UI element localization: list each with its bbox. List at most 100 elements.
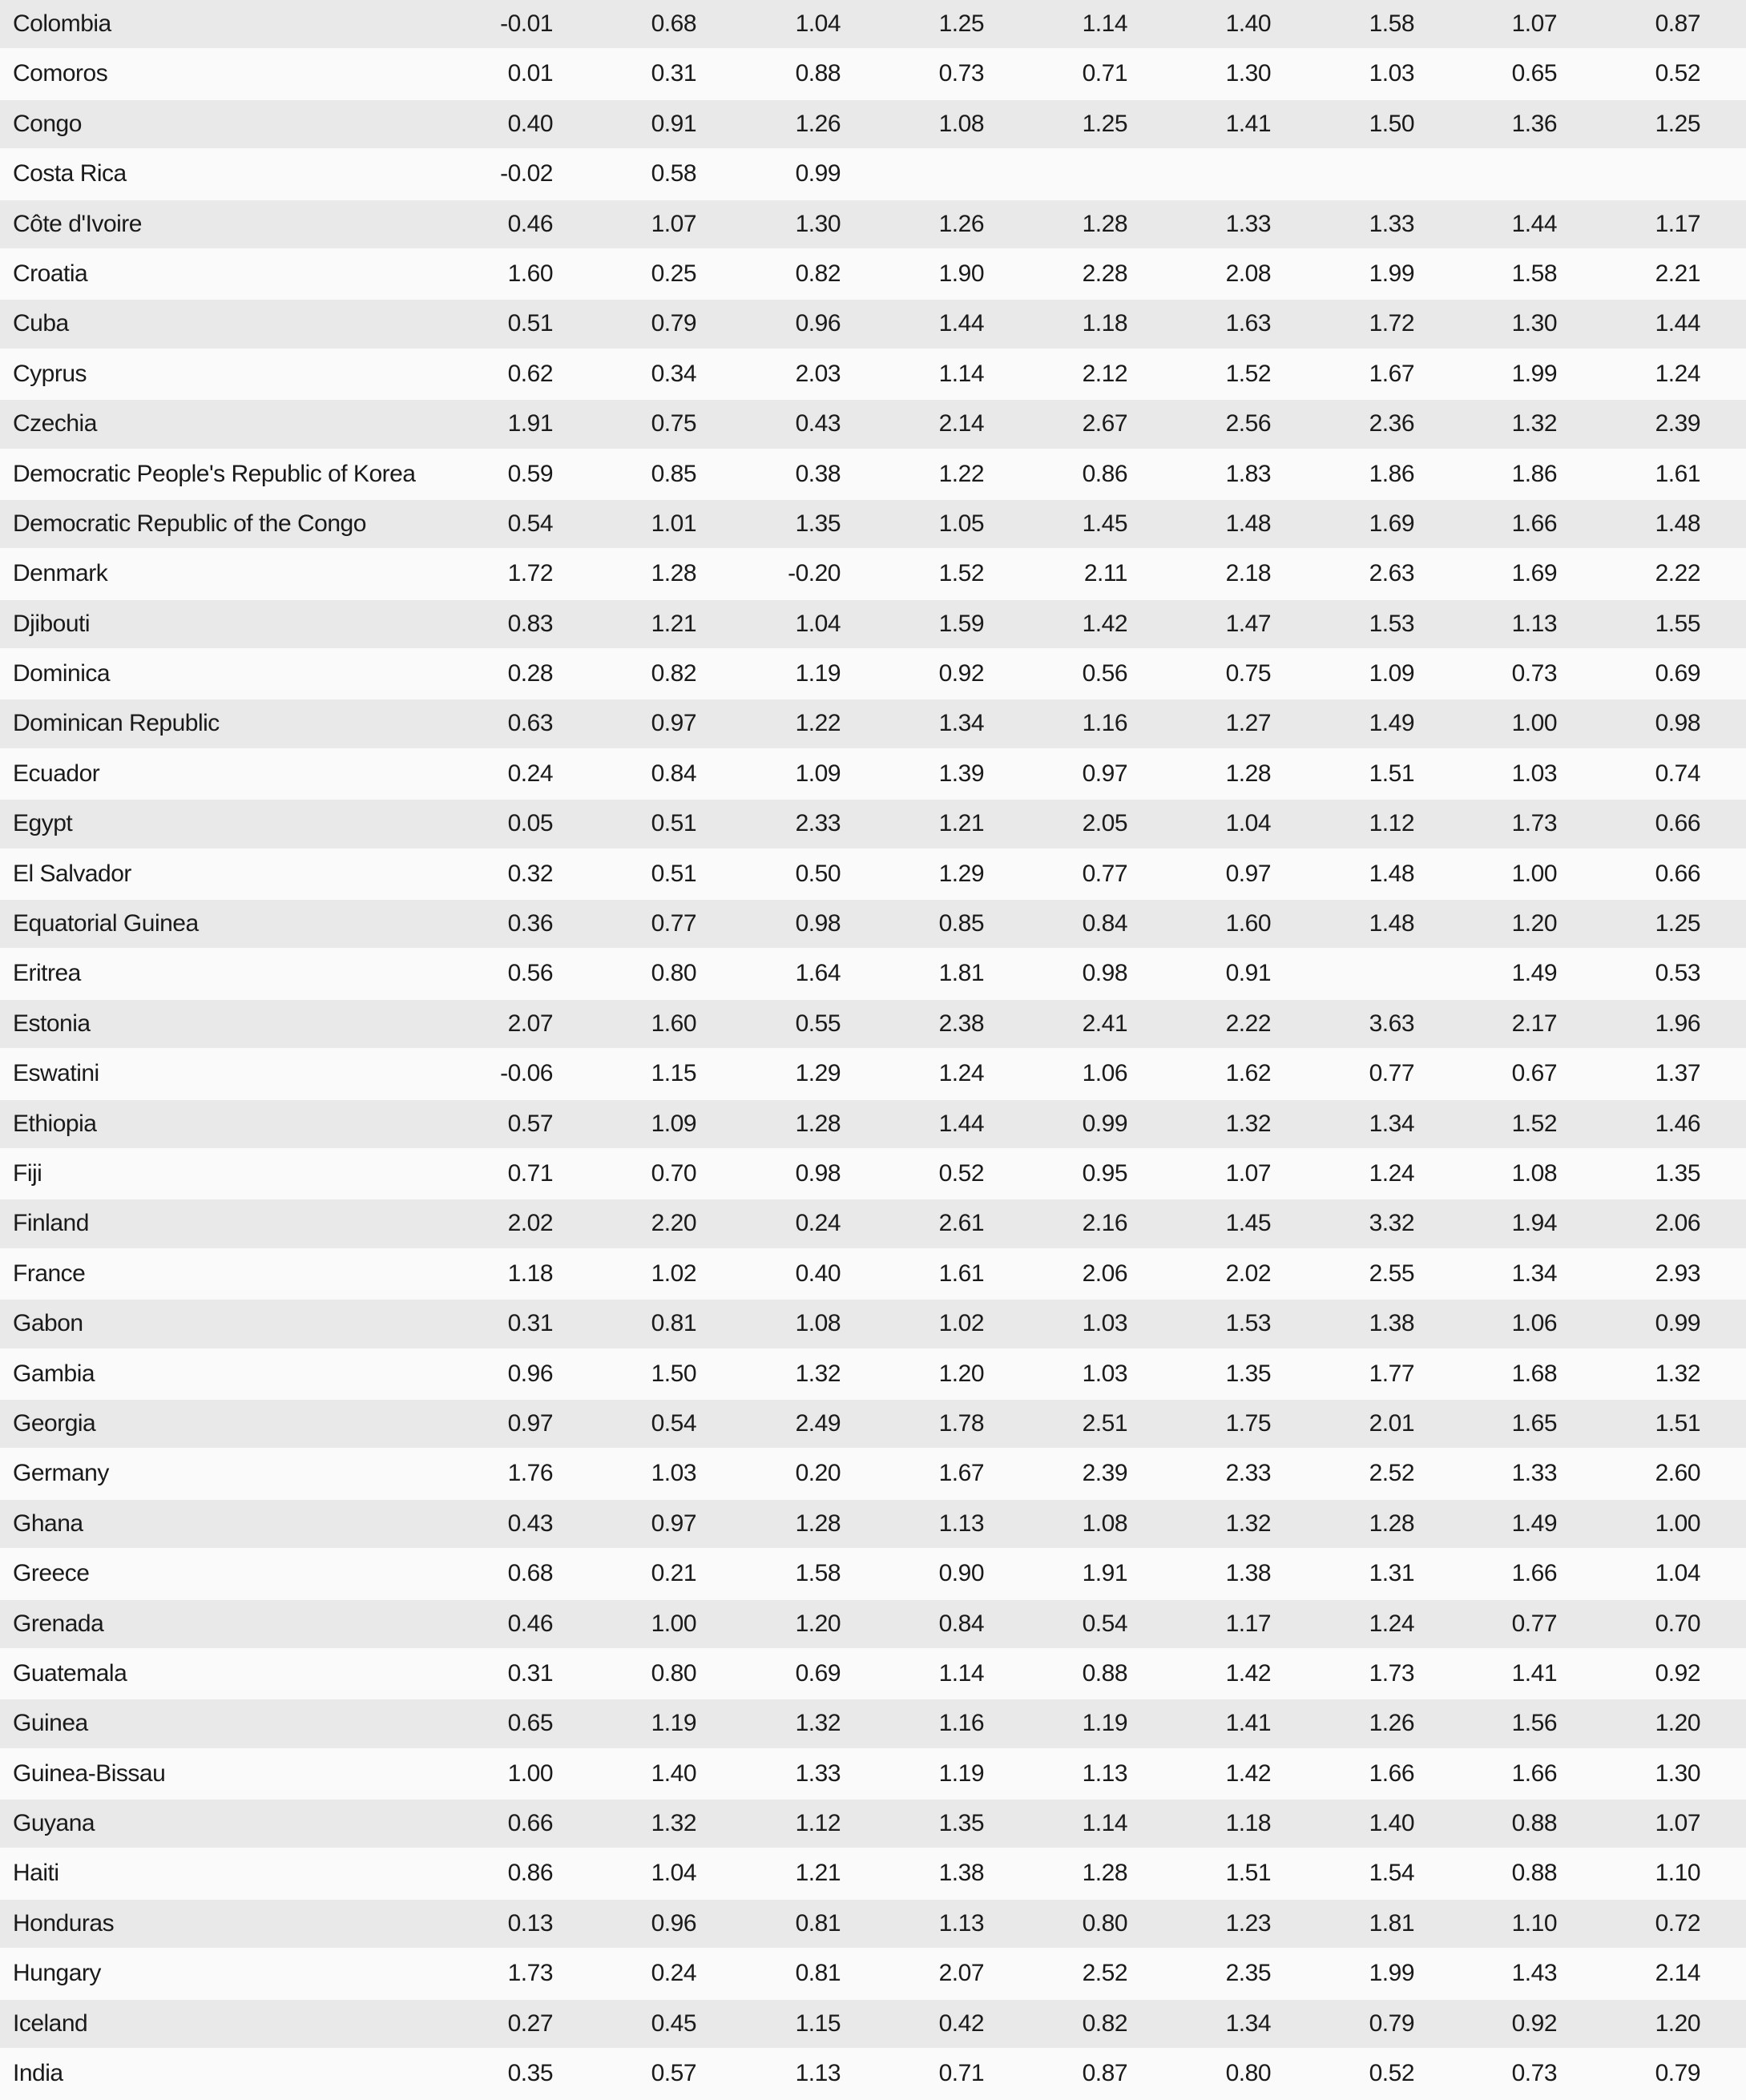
table-row: Honduras 0.13 0.96 0.81 1.13 0.80 1.23 1.81 1.10… <box>0 1899 1746 1949</box>
table-row: Guinea-Bissau 1.00 1.40 1.33 1.19 1.13 1.42 1.6… <box>0 1749 1746 1799</box>
country-name: Finland <box>13 1210 89 1237</box>
value-cell: 1.66 <box>1511 1759 1558 1787</box>
value-cell: 0.85 <box>651 460 697 487</box>
value-cell: 0.68 <box>651 10 697 37</box>
table-row: Cuba 0.51 0.79 0.96 1.44 1.18 1.63 1.72 1.30 1.44 <box>0 300 1746 349</box>
value-cell: 1.42 <box>1225 1659 1272 1687</box>
value-cell: 1.60 <box>507 260 554 287</box>
value-cell: 0.72 <box>1655 1909 1701 1937</box>
value-cell: 1.30 <box>1511 310 1558 337</box>
value-cell: 0.82 <box>1082 2009 1128 2037</box>
value-cell: 1.03 <box>1511 760 1558 787</box>
table-row: El Salvador 0.32 0.51 0.50 1.29 0.77 0.97 1.48 1… <box>0 849 1746 899</box>
value-cell: 0.80 <box>1082 1909 1128 1937</box>
value-cell: 1.10 <box>1511 1909 1558 1937</box>
value-cell: 1.32 <box>795 1360 841 1387</box>
country-name: Ecuador <box>13 760 100 787</box>
value-cell: 0.98 <box>1082 960 1128 987</box>
value-cell: 0.40 <box>507 110 554 137</box>
value-cell: 1.13 <box>938 1510 985 1537</box>
value-cell: 0.74 <box>1655 760 1701 787</box>
value-cell: 1.07 <box>1655 1810 1701 1837</box>
value-cell: -0.20 <box>788 560 841 587</box>
value-cell: 0.80 <box>1225 2060 1272 2087</box>
value-cell: 1.36 <box>1511 110 1558 137</box>
value-cell: 0.71 <box>507 1159 554 1187</box>
value-cell: 1.08 <box>1082 1510 1128 1537</box>
country-name: Egypt <box>13 810 73 837</box>
value-cell: 1.86 <box>1511 460 1558 487</box>
value-cell: 1.96 <box>1655 1010 1701 1037</box>
value-cell: 2.20 <box>651 1210 697 1237</box>
value-cell: 1.64 <box>795 960 841 987</box>
value-cell: 2.16 <box>1082 1210 1128 1237</box>
value-cell: 1.44 <box>938 310 985 337</box>
value-cell: 0.80 <box>651 960 697 987</box>
value-cell: 1.56 <box>1511 1710 1558 1737</box>
table-row: Georgia 0.97 0.54 2.49 1.78 2.51 1.75 2.01 1.65 1… <box>0 1399 1746 1449</box>
value-cell: 0.50 <box>795 860 841 887</box>
value-cell <box>1278 150 1414 198</box>
value-cell: 1.25 <box>1655 110 1701 137</box>
country-name: Honduras <box>13 1909 115 1937</box>
table-row: Ethiopia 0.57 1.09 1.28 1.44 0.99 1.32 1.34 1.52… <box>0 1099 1746 1148</box>
value-cell: 0.55 <box>795 1010 841 1037</box>
value-cell: 1.09 <box>651 1110 697 1137</box>
country-name: Grenada <box>13 1610 104 1637</box>
country-name: Guinea <box>13 1710 88 1737</box>
value-cell: 2.39 <box>1655 410 1701 437</box>
value-cell: 0.99 <box>795 160 841 187</box>
value-cell: 1.77 <box>1369 1360 1415 1387</box>
value-cell: 1.33 <box>1511 1460 1558 1487</box>
table-row: Czechia 1.91 0.75 0.43 2.14 2.67 2.56 2.36 1.32 2… <box>0 400 1746 449</box>
value-cell <box>991 150 1127 198</box>
value-cell: 0.84 <box>651 760 697 787</box>
country-name: Georgia <box>13 1409 96 1437</box>
table-row: Hungary 1.73 0.24 0.81 2.07 2.52 2.35 1.99 1.43 2… <box>0 1949 1746 1998</box>
value-cell: 1.04 <box>1655 1560 1701 1587</box>
value-cell: 1.18 <box>1082 310 1128 337</box>
value-cell: 0.91 <box>1225 960 1272 987</box>
value-cell: 1.48 <box>1369 860 1415 887</box>
country-name: Ethiopia <box>13 1110 97 1137</box>
value-cell: 2.67 <box>1082 410 1128 437</box>
value-cell: 1.73 <box>507 1960 554 1987</box>
value-cell: 1.20 <box>1655 2009 1701 2037</box>
value-cell: 0.42 <box>938 2009 985 2037</box>
value-cell: 2.38 <box>938 1010 985 1037</box>
value-cell: 1.00 <box>1655 1510 1701 1537</box>
value-cell: 2.93 <box>1655 1260 1701 1287</box>
value-cell: 0.52 <box>938 1159 985 1187</box>
value-cell: 1.33 <box>1225 210 1272 237</box>
value-cell: 1.26 <box>1369 1710 1415 1737</box>
value-cell: 0.98 <box>1655 710 1701 737</box>
value-cell: 2.07 <box>938 1960 985 1987</box>
value-cell: 1.03 <box>1082 1310 1128 1337</box>
value-cell: 1.99 <box>1511 360 1558 387</box>
country-name: Iceland <box>13 2009 88 2037</box>
value-cell: 0.57 <box>507 1110 554 1137</box>
value-cell: 2.11 <box>1083 560 1128 587</box>
value-cell <box>848 150 984 198</box>
value-cell: 1.41 <box>1225 1710 1272 1737</box>
value-cell: 0.05 <box>507 810 554 837</box>
value-cell: 1.54 <box>1369 1860 1415 1887</box>
value-cell: 0.43 <box>795 410 841 437</box>
value-cell: 1.26 <box>795 110 841 137</box>
value-cell: 1.09 <box>795 760 841 787</box>
country-name: Cyprus <box>13 360 87 387</box>
value-cell: 0.20 <box>795 1460 841 1487</box>
table-row: Equatorial Guinea 0.36 0.77 0.98 0.85 0.84 1.6… <box>0 900 1746 949</box>
value-cell: 1.06 <box>1511 1310 1558 1337</box>
value-cell: 2.56 <box>1225 410 1272 437</box>
value-cell: 1.10 <box>1655 1860 1701 1887</box>
value-cell: 1.04 <box>651 1860 697 1887</box>
value-cell: 1.19 <box>938 1759 985 1787</box>
value-cell <box>1564 150 1700 198</box>
value-cell: 1.19 <box>651 1710 697 1737</box>
value-cell: 1.41 <box>1225 110 1272 137</box>
value-cell: 0.81 <box>795 1909 841 1937</box>
value-cell: 0.65 <box>507 1710 554 1737</box>
table-row: Gambia 0.96 1.50 1.32 1.20 1.03 1.35 1.77 1.68 1.… <box>0 1349 1746 1398</box>
